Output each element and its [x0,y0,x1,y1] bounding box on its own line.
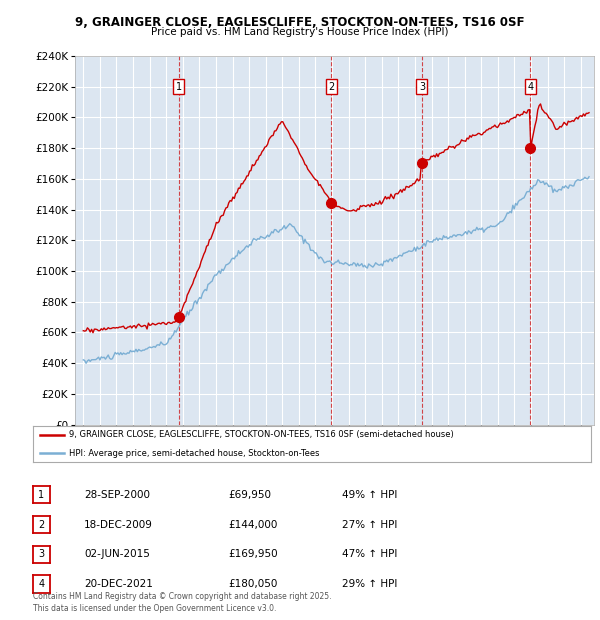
Text: 28-SEP-2000: 28-SEP-2000 [84,490,150,500]
Text: 9, GRAINGER CLOSE, EAGLESCLIFFE, STOCKTON-ON-TEES, TS16 0SF: 9, GRAINGER CLOSE, EAGLESCLIFFE, STOCKTO… [75,16,525,29]
Text: 3: 3 [419,82,425,92]
Text: 02-JUN-2015: 02-JUN-2015 [84,549,150,559]
Text: 4: 4 [527,82,533,92]
Text: 3: 3 [38,549,44,559]
Text: 2: 2 [38,520,44,529]
Text: 47% ↑ HPI: 47% ↑ HPI [342,549,397,559]
Text: Contains HM Land Registry data © Crown copyright and database right 2025.
This d: Contains HM Land Registry data © Crown c… [33,591,331,613]
Text: £180,050: £180,050 [228,579,277,589]
Text: £144,000: £144,000 [228,520,277,529]
Text: 27% ↑ HPI: 27% ↑ HPI [342,520,397,529]
Text: 18-DEC-2009: 18-DEC-2009 [84,520,153,529]
Text: 9, GRAINGER CLOSE, EAGLESCLIFFE, STOCKTON-ON-TEES, TS16 0SF (semi-detached house: 9, GRAINGER CLOSE, EAGLESCLIFFE, STOCKTO… [69,430,454,439]
Text: 49% ↑ HPI: 49% ↑ HPI [342,490,397,500]
Text: 29% ↑ HPI: 29% ↑ HPI [342,579,397,589]
Text: 1: 1 [38,490,44,500]
Text: £69,950: £69,950 [228,490,271,500]
Text: HPI: Average price, semi-detached house, Stockton-on-Tees: HPI: Average price, semi-detached house,… [69,449,320,458]
Text: Price paid vs. HM Land Registry's House Price Index (HPI): Price paid vs. HM Land Registry's House … [151,27,449,37]
Text: 2: 2 [328,82,334,92]
Text: £169,950: £169,950 [228,549,278,559]
Text: 20-DEC-2021: 20-DEC-2021 [84,579,153,589]
Text: 1: 1 [176,82,182,92]
Text: 4: 4 [38,579,44,589]
